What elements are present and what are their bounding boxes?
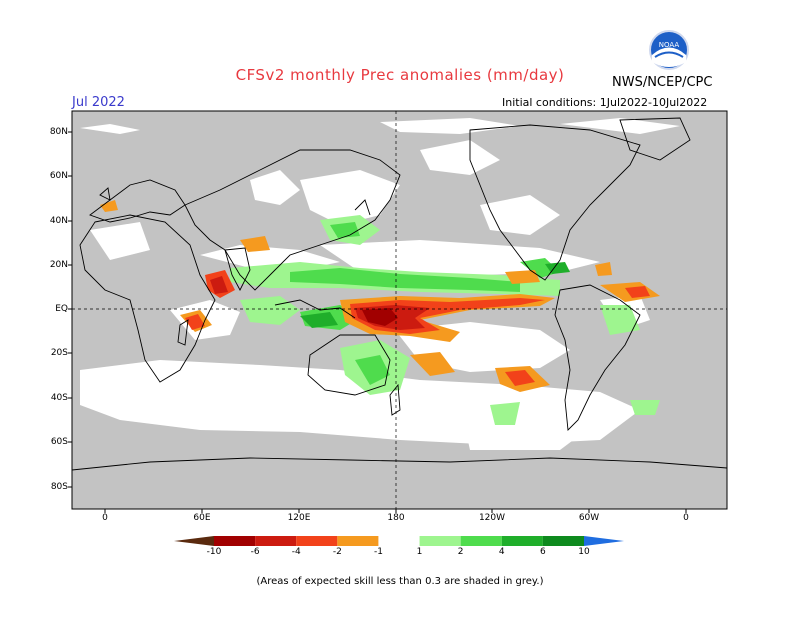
- agency-label: NWS/NCEP/CPC: [612, 75, 713, 90]
- lat-label: 20S: [50, 348, 68, 358]
- colorbar-label: -1: [373, 547, 383, 557]
- lat-label: 80N: [49, 127, 68, 137]
- colorbar-box: [378, 536, 420, 546]
- colorbar-label: 10: [578, 547, 590, 557]
- colorbar-box: [419, 536, 461, 546]
- lat-label: 40N: [49, 216, 68, 226]
- lon-label: 120E: [287, 513, 311, 523]
- forecast-month: Jul 2022: [72, 95, 125, 110]
- colorbar-box: [501, 536, 543, 546]
- lon-label: 120W: [478, 513, 506, 523]
- colorbar-box: [214, 536, 256, 546]
- lat-label: EQ: [55, 304, 68, 314]
- lon-label: 60W: [578, 513, 600, 523]
- lon-label: 0: [102, 513, 108, 523]
- lat-label: 80S: [50, 482, 68, 492]
- colorbar: [174, 536, 624, 546]
- lat-label: 40S: [50, 393, 68, 403]
- colorbar-label: 1: [416, 547, 423, 557]
- colorbar-label: 4: [498, 547, 505, 557]
- dry-anomaly-extreme: [362, 308, 398, 326]
- lon-label: 180: [387, 513, 405, 523]
- lon-label: 0: [683, 513, 689, 523]
- colorbar-arrow-low: [174, 536, 214, 546]
- colorbar-box: [296, 536, 338, 546]
- colorbar-label: -4: [291, 547, 301, 557]
- lat-label: 60S: [50, 437, 68, 447]
- map-frame: [71, 110, 728, 510]
- colorbar-label: 6: [540, 547, 546, 557]
- initial-conditions: Initial conditions: 1Jul2022-10Jul2022: [502, 96, 708, 109]
- lat-label: 20N: [49, 260, 68, 270]
- colorbar-box: [460, 536, 502, 546]
- colorbar-label: -2: [332, 547, 342, 557]
- colorbar-box: [337, 536, 379, 546]
- skill-footnote: (Areas of expected skill less than 0.3 a…: [256, 576, 544, 587]
- colorbar-label: -6: [250, 547, 260, 557]
- map-title: CFSv2 monthly Prec anomalies (mm/day): [235, 66, 565, 84]
- colorbar-label: 2: [457, 547, 464, 557]
- lon-label: 60E: [193, 513, 211, 523]
- colorbar-label: -10: [206, 547, 222, 557]
- colorbar-box: [255, 536, 297, 546]
- axis-ticks: [68, 131, 687, 513]
- colorbar-arrow-high: [584, 536, 624, 546]
- map-gridlines: [72, 111, 727, 509]
- colorbar-box: [542, 536, 584, 546]
- coastlines: [72, 117, 727, 471]
- lat-label: 60N: [49, 171, 68, 181]
